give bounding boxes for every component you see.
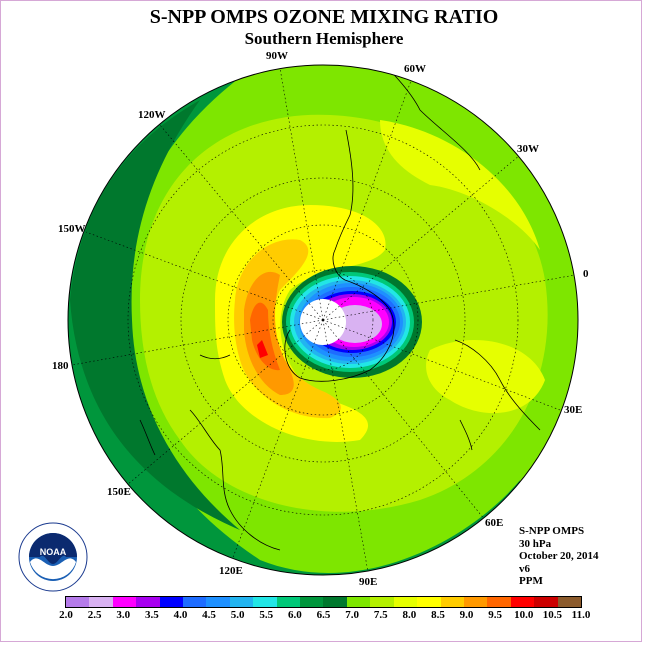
colorbar-tick-label: 5.5 xyxy=(259,609,274,621)
info-units: PPM xyxy=(519,575,543,587)
colorbar-swatch xyxy=(66,597,90,607)
field-darker-band xyxy=(70,100,240,530)
meridian-label: 30E xyxy=(564,404,583,416)
colorbar-tick-label: 8.5 xyxy=(431,609,445,621)
colorbar-swatch xyxy=(136,597,160,607)
map-boundary xyxy=(67,64,579,576)
meridian-label: 150W xyxy=(58,223,86,235)
colorbar-swatch xyxy=(463,597,488,607)
info-level: 30 hPa xyxy=(519,537,552,550)
colorbar-swatch xyxy=(487,597,511,607)
info-block: S-NPP OMPS 30 hPa October 20, 2014 v6 PP… xyxy=(519,525,599,588)
colorbar-tick-label: 4.0 xyxy=(173,609,188,621)
colorbar-tick-label: 8.0 xyxy=(402,609,417,621)
graticule xyxy=(71,67,576,573)
info-date: October 20, 2014 xyxy=(519,550,599,562)
meridian-label: 0 xyxy=(583,268,589,280)
meridian-label: 150E xyxy=(107,486,131,498)
colorbar-tick-label: 6.0 xyxy=(288,609,302,621)
colorbar-swatch xyxy=(440,597,464,607)
colorbar-swatch xyxy=(346,597,371,607)
meridian-label: 30W xyxy=(517,143,539,155)
meridian-label: 60W xyxy=(404,63,426,75)
field-red-orange xyxy=(250,302,280,371)
noaa-logo: NOAA xyxy=(18,522,88,592)
map-title: S-NPP OMPS OZONE MIXING RATIO xyxy=(149,6,499,28)
info-instrument: S-NPP OMPS xyxy=(519,525,585,537)
colorbar-tick-label: 6.5 xyxy=(316,609,331,621)
colorbar-swatch xyxy=(112,597,137,607)
meridian-label: 90W xyxy=(266,50,288,62)
meridian-label: 120W xyxy=(138,109,166,121)
map-subtitle: Southern Hemisphere xyxy=(244,29,404,48)
colorbar-swatch xyxy=(229,597,254,607)
info-version: v6 xyxy=(519,562,530,575)
colorbar-tick-label: 4.5 xyxy=(202,609,216,621)
colorbar-swatch xyxy=(253,597,277,607)
colorbar-swatch xyxy=(417,597,441,607)
colorbar-swatch xyxy=(534,597,558,607)
colorbar-tick-label: 11.0 xyxy=(571,609,591,621)
colorbar xyxy=(65,596,582,608)
colorbar-tick-label: 7.5 xyxy=(373,609,388,621)
colorbar-tick-label: 10.0 xyxy=(514,609,534,621)
field-red xyxy=(257,340,268,358)
colorbar-tick-label: 2.5 xyxy=(87,609,102,621)
colorbar-tick-label: 7.0 xyxy=(345,609,359,621)
colorbar-swatch xyxy=(510,597,535,607)
colorbar-swatch xyxy=(183,597,207,607)
meridian-label: 60E xyxy=(485,517,504,529)
logo-text: NOAA xyxy=(40,547,67,557)
colorbar-tick-label: 5.0 xyxy=(230,609,245,621)
polar-no-data xyxy=(300,299,346,345)
colorbar-tick-label: 3.0 xyxy=(116,609,131,621)
colorbar-tick-label: 9.5 xyxy=(488,609,503,621)
meridian-label: 120E xyxy=(219,565,243,577)
colorbar-tick-label: 10.5 xyxy=(542,609,562,621)
colorbar-swatch xyxy=(393,597,418,607)
colorbar-swatch xyxy=(276,597,301,607)
colorbar-swatch xyxy=(323,597,347,607)
meridian-label: 180 xyxy=(52,360,69,372)
colorbar-swatch xyxy=(89,597,113,607)
colorbar-tick-label: 2.0 xyxy=(59,609,73,621)
meridian-label: 90E xyxy=(359,576,378,588)
field-pale-patch xyxy=(380,120,540,250)
field-pale-patch-2 xyxy=(426,340,545,414)
colorbar-swatch xyxy=(300,597,324,607)
colorbar-tick-label: 9.0 xyxy=(459,609,474,621)
colorbar-swatch xyxy=(557,597,581,607)
colorbar-swatch xyxy=(206,597,230,607)
colorbar-swatch xyxy=(370,597,394,607)
colorbar-swatch xyxy=(159,597,184,607)
colorbar-tick-label: 3.5 xyxy=(144,609,159,621)
